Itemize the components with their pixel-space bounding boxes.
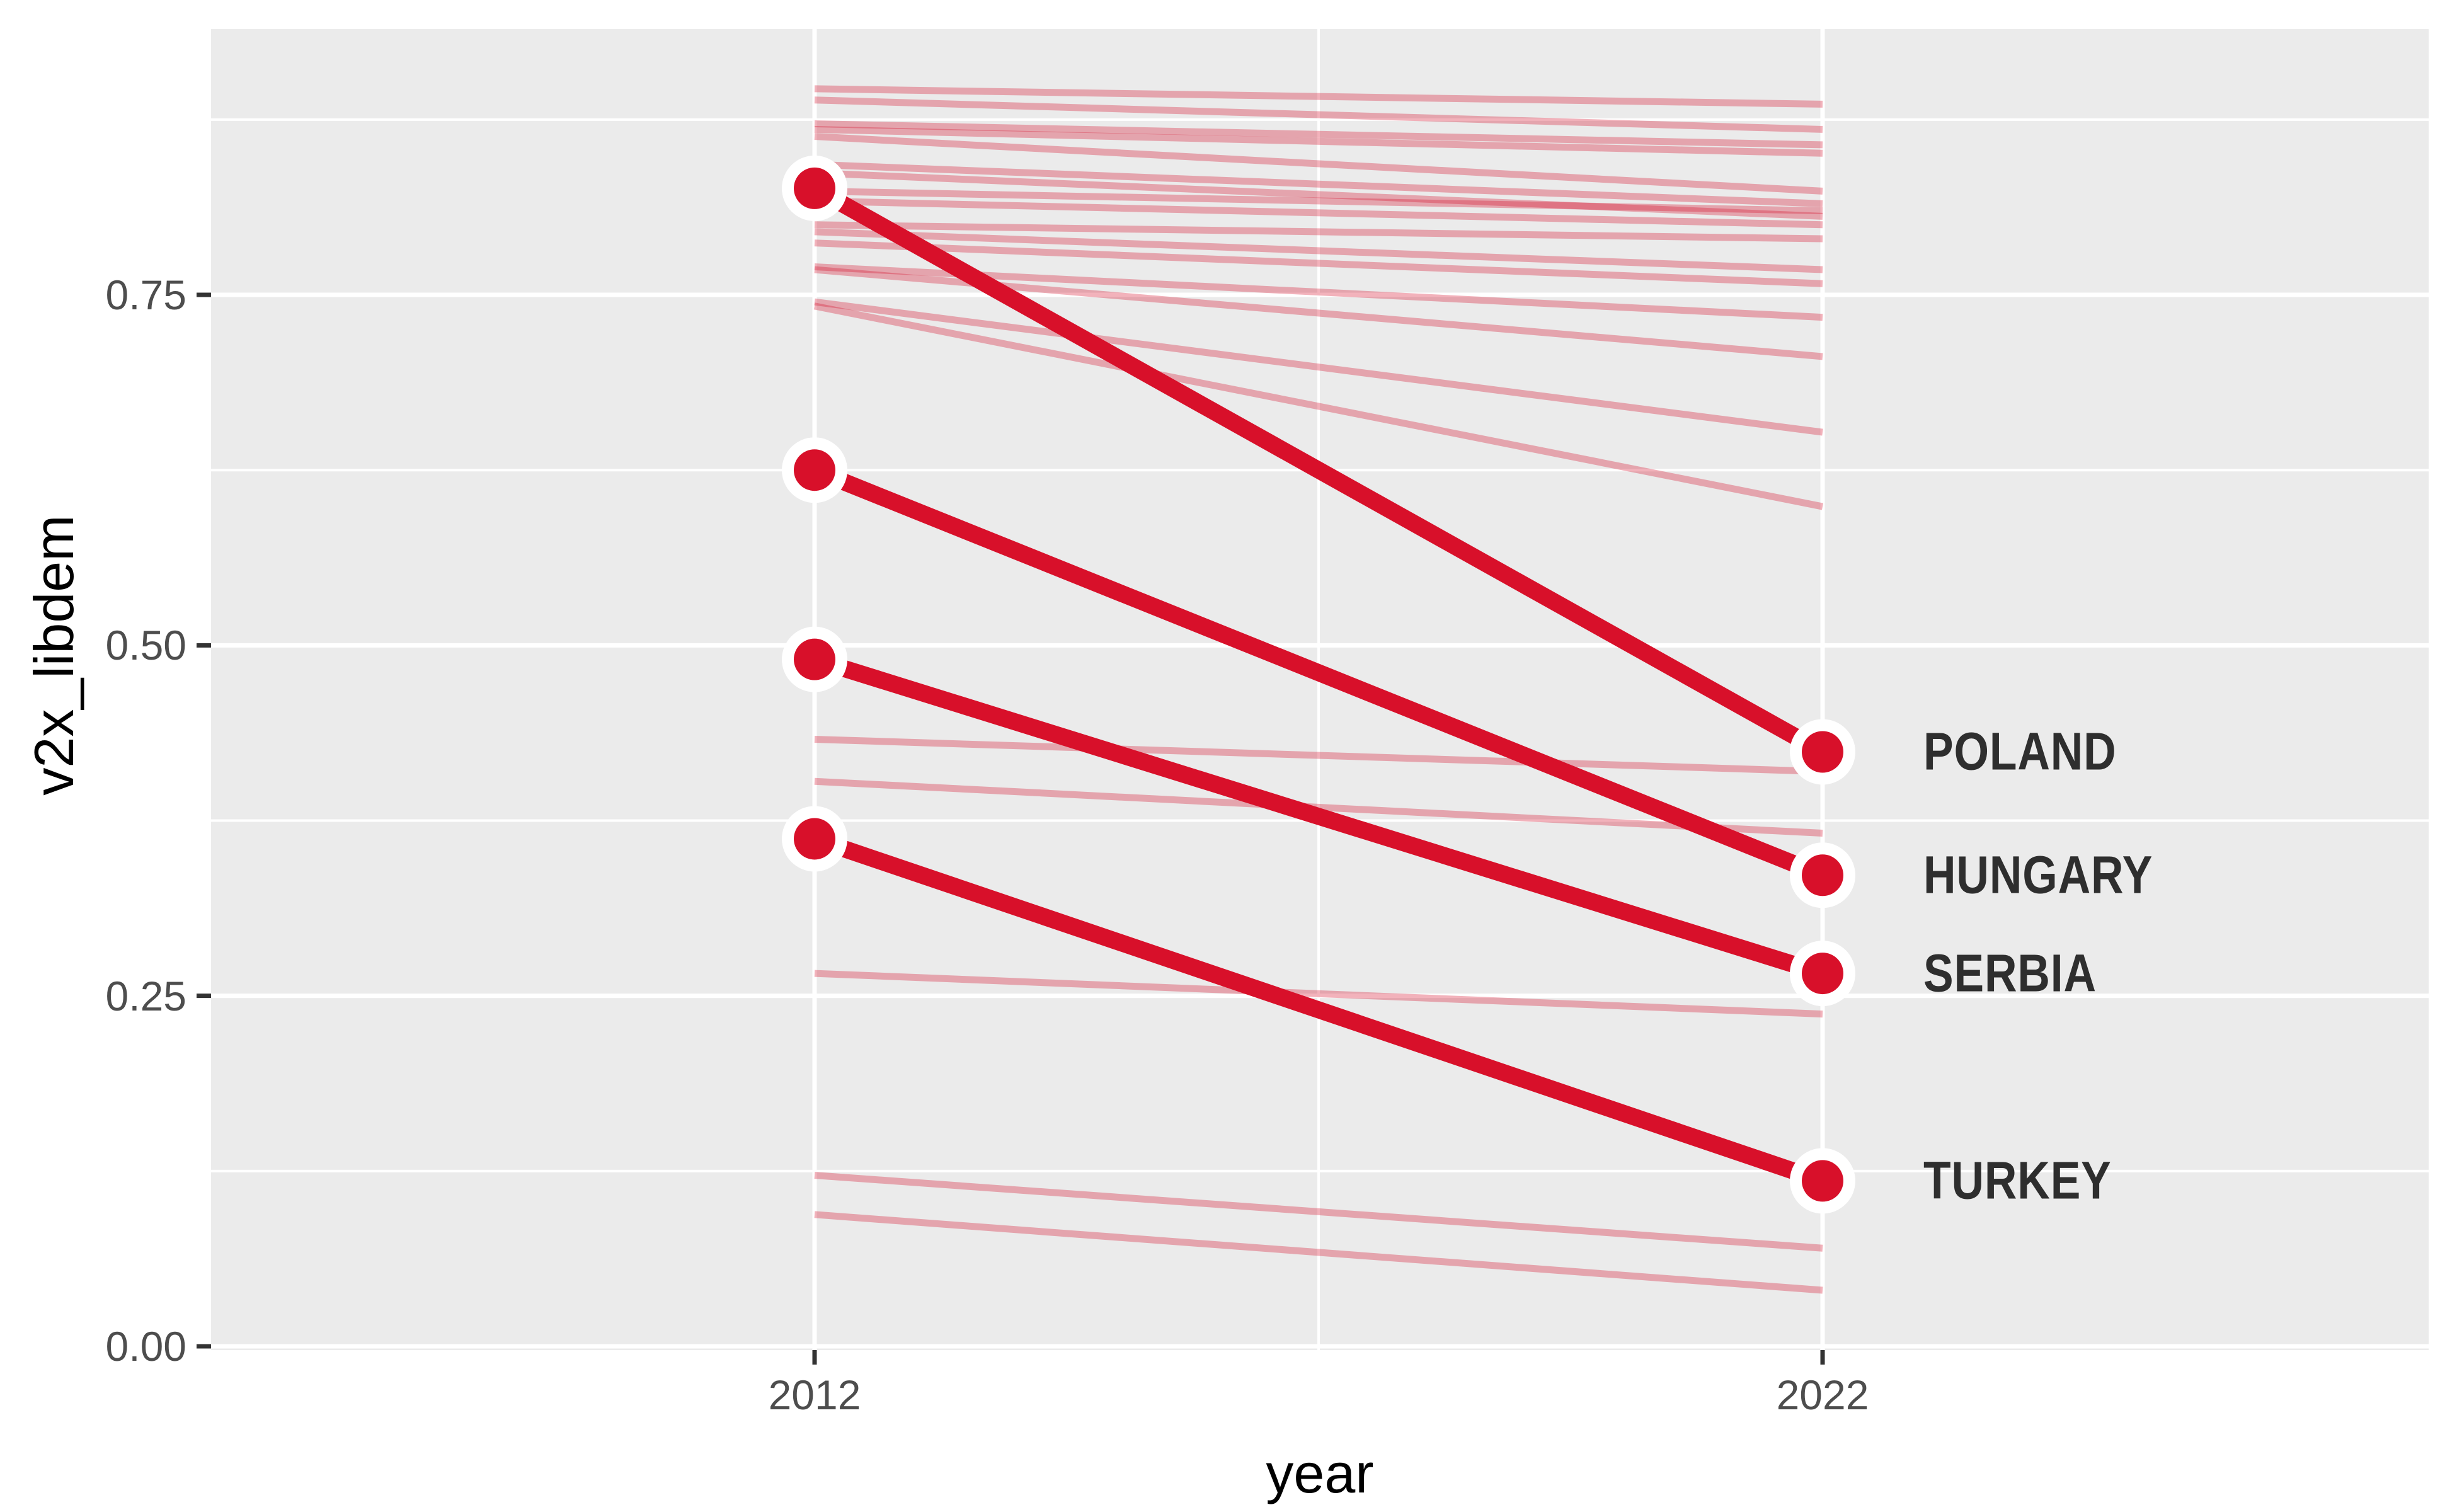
country-label-poland: POLAND xyxy=(1923,721,2117,781)
y-tick-label-0.25: 0.25 xyxy=(105,973,186,1019)
point-hungary xyxy=(1802,854,1843,896)
x-axis-title: year xyxy=(1266,1442,1374,1504)
background-country-line xyxy=(814,197,1823,229)
background-country-line xyxy=(814,970,1823,1018)
background-country-line xyxy=(814,169,1823,220)
highlight-line-poland xyxy=(810,181,1827,760)
background-country-line xyxy=(814,239,1823,287)
x-tick-label-2012: 2012 xyxy=(768,1372,861,1418)
highlight-line-serbia xyxy=(811,651,1826,982)
background-country-line xyxy=(814,221,1823,243)
country-label-turkey: TURKEY xyxy=(1923,1150,2112,1210)
point-poland xyxy=(794,167,835,209)
background-country-line xyxy=(814,1172,1823,1252)
point-serbia xyxy=(794,638,835,680)
point-serbia xyxy=(1802,953,1843,995)
background-country-line xyxy=(814,187,1823,215)
country-label-hungary: HUNGARY xyxy=(1923,845,2153,905)
y-tick-label-0.50: 0.50 xyxy=(105,622,186,668)
y-tick-label-0.00: 0.00 xyxy=(105,1323,186,1370)
background-country-line xyxy=(814,161,1823,207)
background-country-line xyxy=(814,735,1823,776)
background-country-line xyxy=(814,120,1823,149)
country-label-serbia: SERBIA xyxy=(1923,943,2097,1003)
y-axis-title: v2x_libdem xyxy=(23,515,85,796)
x-tick-label-2022: 2022 xyxy=(1776,1372,1869,1418)
point-poland xyxy=(1802,731,1843,773)
background-country-line xyxy=(813,302,1824,510)
background-country-line xyxy=(814,777,1823,837)
background-country-line xyxy=(814,298,1823,436)
background-country-line xyxy=(814,85,1823,108)
point-turkey xyxy=(1802,1160,1843,1202)
y-tick-label-0.75: 0.75 xyxy=(105,272,186,318)
background-country-line xyxy=(814,125,1823,157)
background-country-line xyxy=(814,133,1823,195)
background-country-line xyxy=(814,228,1823,273)
highlight-line-turkey xyxy=(811,830,1826,1189)
point-turkey xyxy=(794,818,835,860)
highlight-line-hungary xyxy=(811,462,1826,883)
point-hungary xyxy=(794,449,835,491)
background-country-line xyxy=(814,1211,1823,1294)
background-country-line xyxy=(814,96,1823,133)
